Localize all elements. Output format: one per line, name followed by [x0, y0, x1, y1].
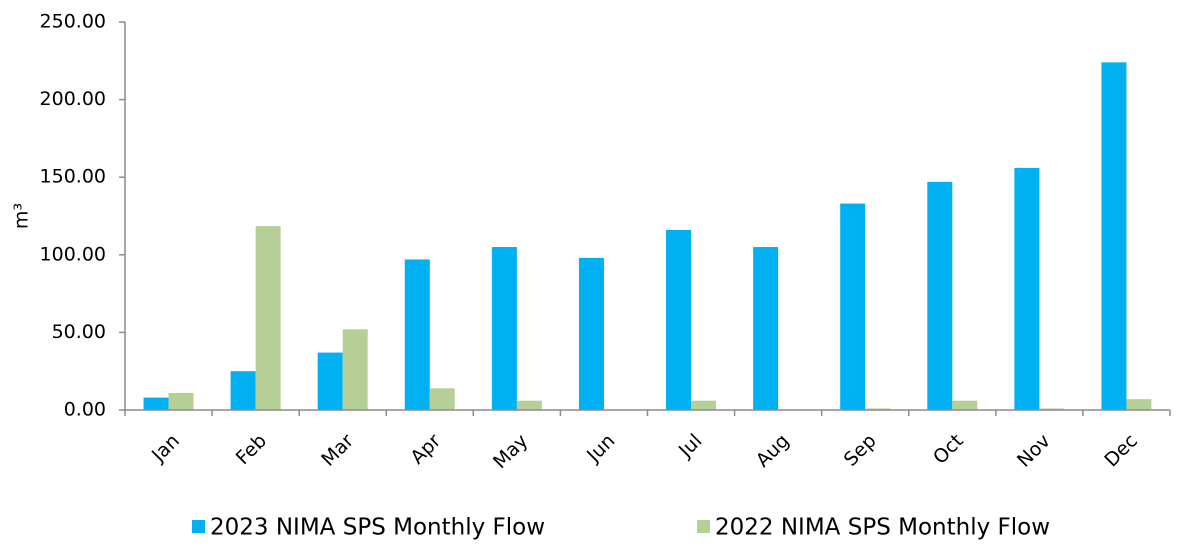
x-tick-label: Mar — [317, 430, 358, 471]
y-tick-label: 250.00 — [40, 11, 106, 33]
legend-label: 2023 NIMA SPS Monthly Flow — [210, 515, 545, 541]
bar — [143, 397, 169, 410]
y-tick-label: 200.00 — [40, 88, 106, 110]
x-tick-label: Feb — [232, 430, 271, 469]
bar — [491, 247, 517, 410]
bar — [691, 400, 717, 410]
x-tick-label: Oct — [929, 430, 968, 469]
x-tick-label: Jan — [147, 430, 184, 467]
legend-label: 2022 NIMA SPS Monthly Flow — [715, 515, 1050, 541]
y-tick-label: 100.00 — [40, 243, 106, 265]
bar — [927, 181, 953, 410]
x-tick-label: Jul — [674, 430, 706, 462]
bar — [230, 371, 256, 410]
legend-swatch — [192, 520, 205, 533]
x-tick-label: May — [489, 430, 532, 473]
legend-swatch — [697, 520, 710, 533]
bar — [840, 203, 866, 410]
bar — [317, 352, 343, 410]
bar — [404, 259, 430, 410]
x-tick-label: Sep — [840, 430, 881, 471]
bar — [1014, 167, 1040, 410]
bar — [1101, 62, 1127, 411]
x-tick-label: Nov — [1013, 430, 1055, 472]
x-tick-label: Jun — [582, 430, 619, 467]
bar — [578, 257, 604, 410]
bar — [342, 329, 368, 410]
y-tick-label: 0.00 — [64, 399, 106, 421]
bar — [1039, 408, 1065, 410]
y-tick-label: 150.00 — [40, 166, 106, 188]
bar — [666, 229, 692, 410]
bar — [753, 247, 779, 410]
bar — [168, 392, 194, 410]
bar — [952, 400, 978, 410]
x-tick-label: Aug — [752, 430, 794, 472]
y-tick-label: 50.00 — [52, 321, 106, 343]
bar — [865, 408, 891, 410]
bar — [516, 400, 542, 410]
x-tick-label: Apr — [406, 430, 445, 469]
y-axis-label: m³ — [11, 203, 33, 229]
bar — [1126, 399, 1152, 410]
bar — [429, 388, 455, 410]
bar — [255, 226, 281, 410]
x-tick-label: Dec — [1100, 430, 1142, 472]
